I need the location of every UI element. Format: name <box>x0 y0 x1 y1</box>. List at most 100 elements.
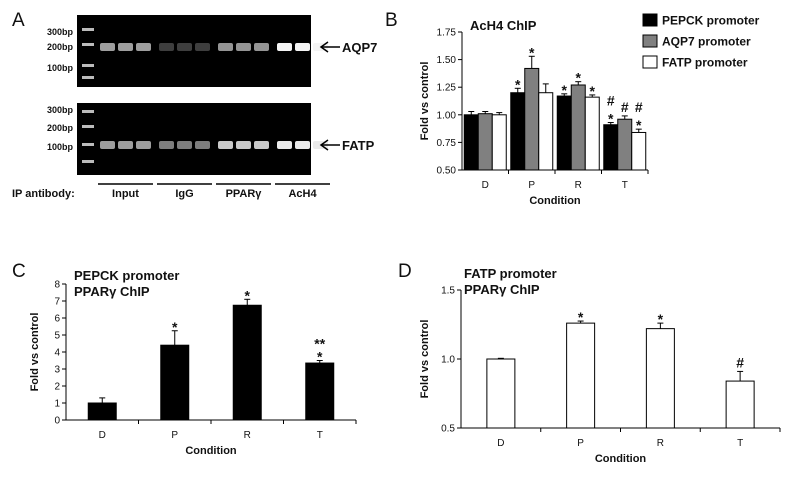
gel-bottom-ladder-200: 200bp <box>47 123 74 133</box>
bar <box>725 380 755 429</box>
gel-bottom-background <box>77 103 311 175</box>
gel-bottom-lanes <box>82 110 328 163</box>
legend-swatch <box>642 13 658 27</box>
chart-title: PEPCK promoter <box>74 268 179 283</box>
gel-bottom-ladder-100: 100bp <box>47 142 74 152</box>
gel-bottom-arrow-head <box>319 139 329 151</box>
x-tick-label: P <box>171 430 178 441</box>
gel-top-ladder-300: 300bp <box>47 27 74 37</box>
y-tick-label: 0.5 <box>441 424 455 435</box>
gel-bottom-band <box>177 141 192 149</box>
y-tick-label: 1 <box>54 399 60 410</box>
gel-top-lanes <box>82 28 328 79</box>
panel-letter-d: D <box>398 261 412 282</box>
ladder-band <box>82 28 94 31</box>
ladder-band <box>82 110 94 113</box>
y-tick-label: 5 <box>54 331 60 342</box>
gel-group-label: Input <box>112 188 139 200</box>
legend-label: FATP promoter <box>662 56 748 70</box>
gel-panel: 300bp 200bp 100bp AQP7 300bp 200bp 100bp… <box>12 15 377 200</box>
chart-title: AcH4 ChIP <box>470 18 537 33</box>
x-tick-label: T <box>737 438 743 449</box>
bar <box>463 114 479 171</box>
y-tick-label: 7 <box>54 297 60 308</box>
chart-title: PPARγ ChIP <box>74 284 150 299</box>
significance-marker: * <box>636 117 642 133</box>
x-tick-label: D <box>99 430 106 441</box>
legend-label: AQP7 promoter <box>662 35 751 49</box>
x-tick-label: D <box>482 180 489 191</box>
bar <box>584 96 600 171</box>
gel-top-band <box>177 43 192 51</box>
gel-bottom-band <box>236 141 251 149</box>
ip-antibody-label: IP antibody: <box>12 188 75 200</box>
y-tick-label: 0 <box>54 416 60 427</box>
x-axis-title: Condition <box>595 453 647 465</box>
bar <box>524 67 540 171</box>
y-tick-label: 1.5 <box>441 286 455 297</box>
bar <box>477 113 493 171</box>
ladder-band <box>82 76 94 79</box>
bar <box>603 124 619 171</box>
gel-top-ladder-200: 200bp <box>47 42 74 52</box>
gel-top-band <box>100 43 115 51</box>
bar <box>645 328 675 429</box>
y-tick-label: 0.75 <box>437 138 457 149</box>
gel-bottom-band <box>136 141 151 149</box>
y-tick-label: 1.75 <box>437 28 457 39</box>
significance-marker: * <box>578 309 584 325</box>
legend-swatch <box>642 55 658 69</box>
x-axis-title: Condition <box>185 445 237 457</box>
y-tick-label: 6 <box>54 314 60 325</box>
significance-marker: * <box>529 44 535 60</box>
significance-marker: * <box>317 349 323 365</box>
significance-marker: * <box>515 76 521 92</box>
gel-bottom-band <box>295 141 310 149</box>
gel-bottom-band-label: FATP <box>342 138 375 153</box>
x-tick-label: R <box>575 180 582 191</box>
gel-top-band <box>159 43 174 51</box>
significance-marker: # <box>736 354 744 370</box>
gel-group-label: AcH4 <box>288 188 317 200</box>
x-axis-title: Condition <box>529 195 581 207</box>
bar <box>631 131 647 171</box>
bar <box>570 84 586 171</box>
ladder-band <box>82 125 94 128</box>
x-tick-label: P <box>528 180 535 191</box>
legend-swatch <box>642 34 658 48</box>
gel-top-band <box>136 43 151 51</box>
y-tick-label: 0.50 <box>437 166 457 177</box>
gel-bottom-band <box>195 141 210 149</box>
gel-bottom-band <box>254 141 269 149</box>
chart-title: FATP promoter <box>464 266 557 281</box>
significance-marker: # <box>607 93 615 109</box>
y-tick-label: 8 <box>54 280 60 291</box>
chart-title: PPARγ ChIP <box>464 282 540 297</box>
y-axis-title: Fold vs control <box>419 320 431 399</box>
gel-group-label: PPARγ <box>226 188 263 200</box>
bar <box>617 118 633 171</box>
significance-marker: * <box>608 111 614 127</box>
x-tick-label: P <box>577 438 584 449</box>
significance-marker: ** <box>314 336 325 352</box>
gel-top-band <box>236 43 251 51</box>
bar <box>486 358 516 429</box>
bar <box>87 402 117 421</box>
bar <box>538 92 554 171</box>
gel-bottom-band <box>277 141 292 149</box>
significance-marker: * <box>562 82 568 98</box>
gel-bottom-band <box>159 141 174 149</box>
x-tick-label: R <box>244 430 251 441</box>
y-tick-label: 1.0 <box>441 355 455 366</box>
panel-letter-a: A <box>12 10 25 31</box>
gel-top-band <box>254 43 269 51</box>
gel-top-band-label: AQP7 <box>342 40 377 55</box>
chart-b: 0.50 0.75 1.00 1.25 1.50 1.75 D P R T * * * * * * # # * # Ac… <box>419 13 760 207</box>
gel-top-arrow-head <box>319 41 329 53</box>
y-tick-label: 4 <box>54 348 60 359</box>
y-tick-label: 2 <box>54 382 60 393</box>
gel-top-band <box>218 43 233 51</box>
